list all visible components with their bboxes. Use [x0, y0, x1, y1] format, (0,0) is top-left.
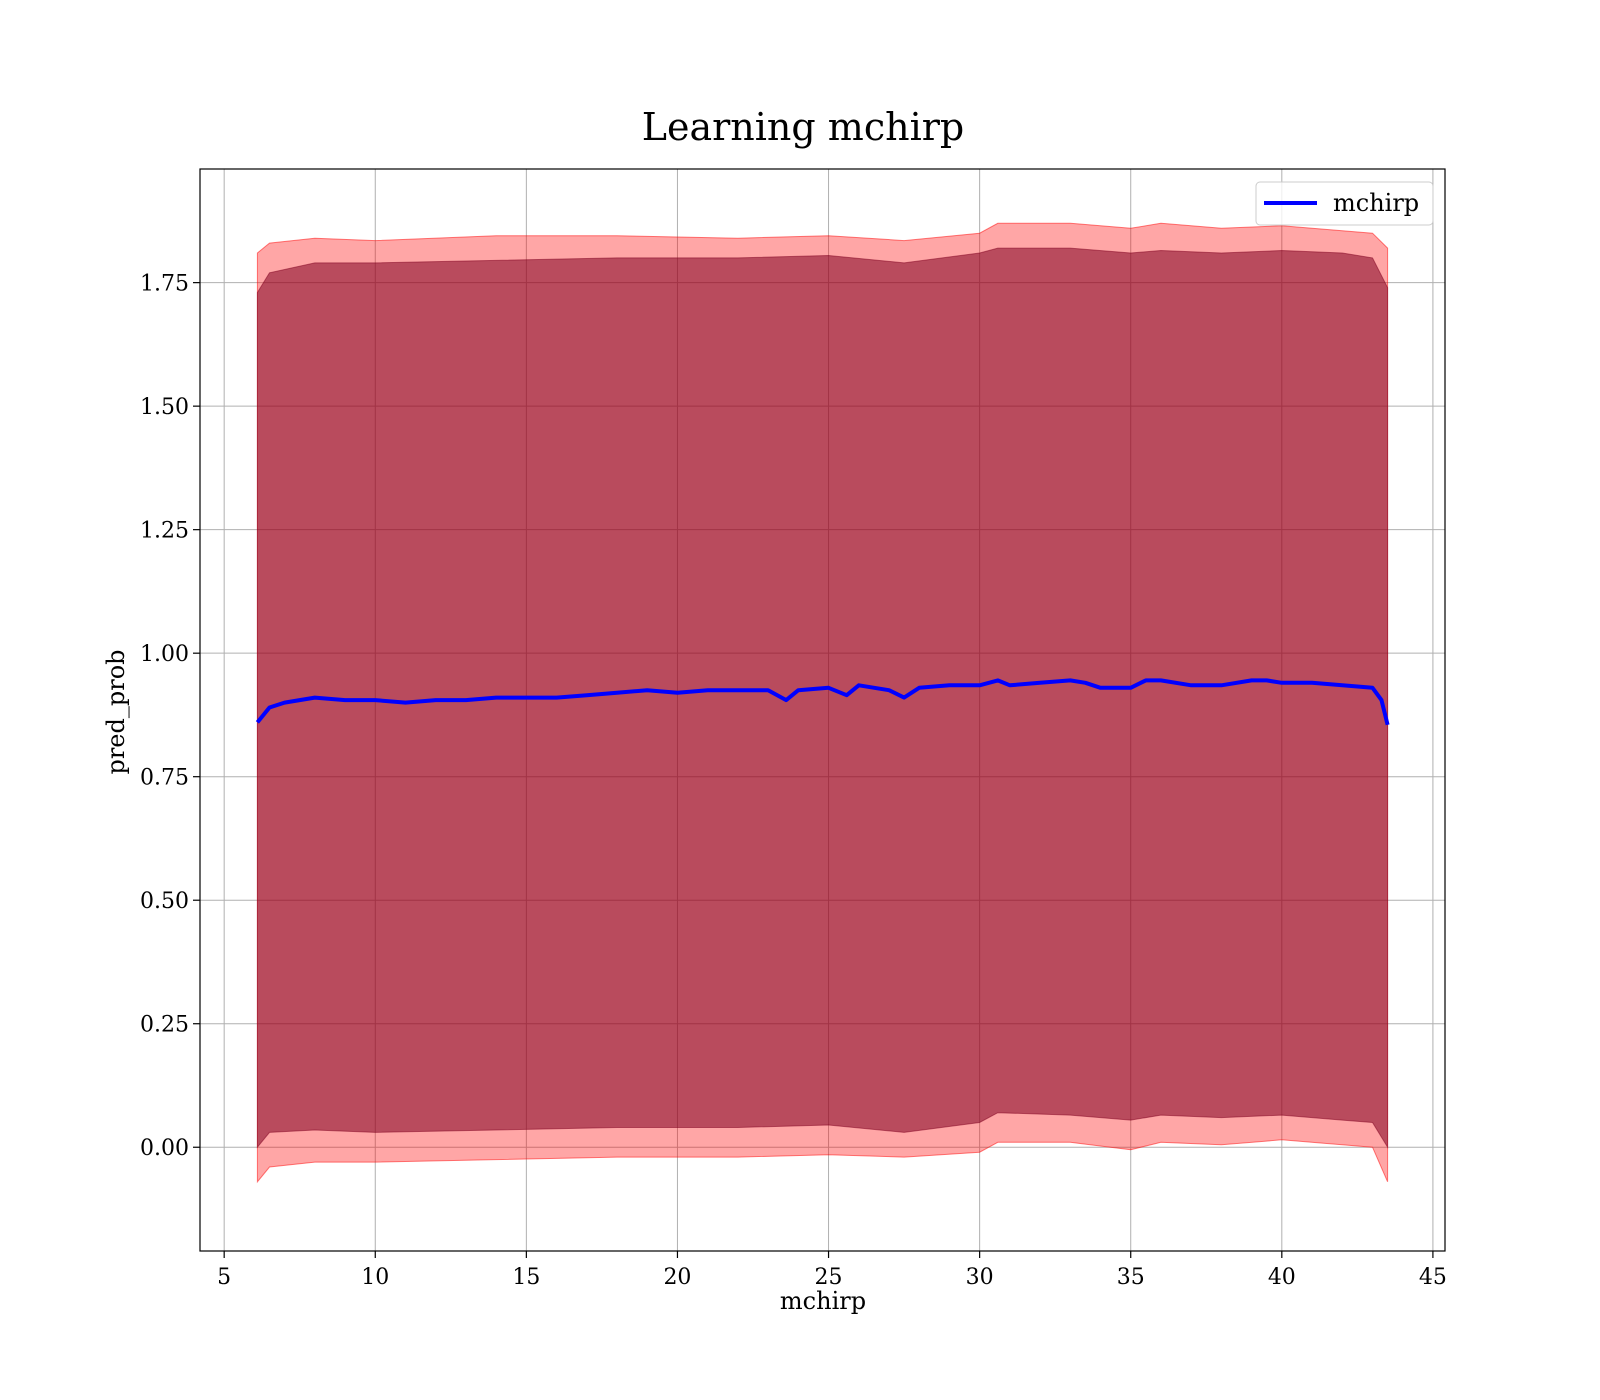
y-axis-label: pred_prob — [102, 649, 130, 774]
legend: mchirp — [1255, 181, 1434, 226]
x-tick-label-2: 15 — [512, 1265, 540, 1290]
confidence-band-1 — [256, 247, 1389, 1149]
x-tick-label-4: 25 — [815, 1265, 843, 1290]
axes-frame — [199, 168, 1446, 1252]
y-tick-label-0: 0.00 — [140, 1136, 189, 1161]
y-tick-label-4: 1.00 — [140, 642, 189, 667]
y-tick-label-3: 0.75 — [140, 766, 189, 791]
x-tick-label-6: 35 — [1117, 1265, 1145, 1290]
y-tick-label-2: 0.50 — [140, 889, 189, 914]
x-axis-label: mchirp — [780, 1287, 866, 1315]
y-tick-label-7: 1.75 — [140, 272, 189, 297]
x-tick-label-8: 45 — [1419, 1265, 1447, 1290]
plot-area: 5 10 15 20 25 30 35 40 45 0.00 0.25 0.50 0.75 1.00 1.2… — [140, 168, 1447, 1290]
x-tick-label-3: 20 — [663, 1265, 691, 1290]
series-line-0 — [255, 678, 1390, 726]
y-tick-label-1: 0.25 — [140, 1013, 189, 1038]
y-tick-label-6: 1.50 — [140, 395, 189, 420]
legend-box — [1255, 181, 1434, 226]
x-tick-label-5: 30 — [966, 1265, 994, 1290]
x-tick-label-7: 40 — [1268, 1265, 1296, 1290]
chart-title: Learning mchirp — [642, 105, 964, 149]
legend-label: mchirp — [1333, 189, 1419, 217]
x-tick-label-0: 5 — [217, 1265, 231, 1290]
x-tick-label-1: 10 — [361, 1265, 389, 1290]
y-tick-label-5: 1.25 — [140, 519, 189, 544]
